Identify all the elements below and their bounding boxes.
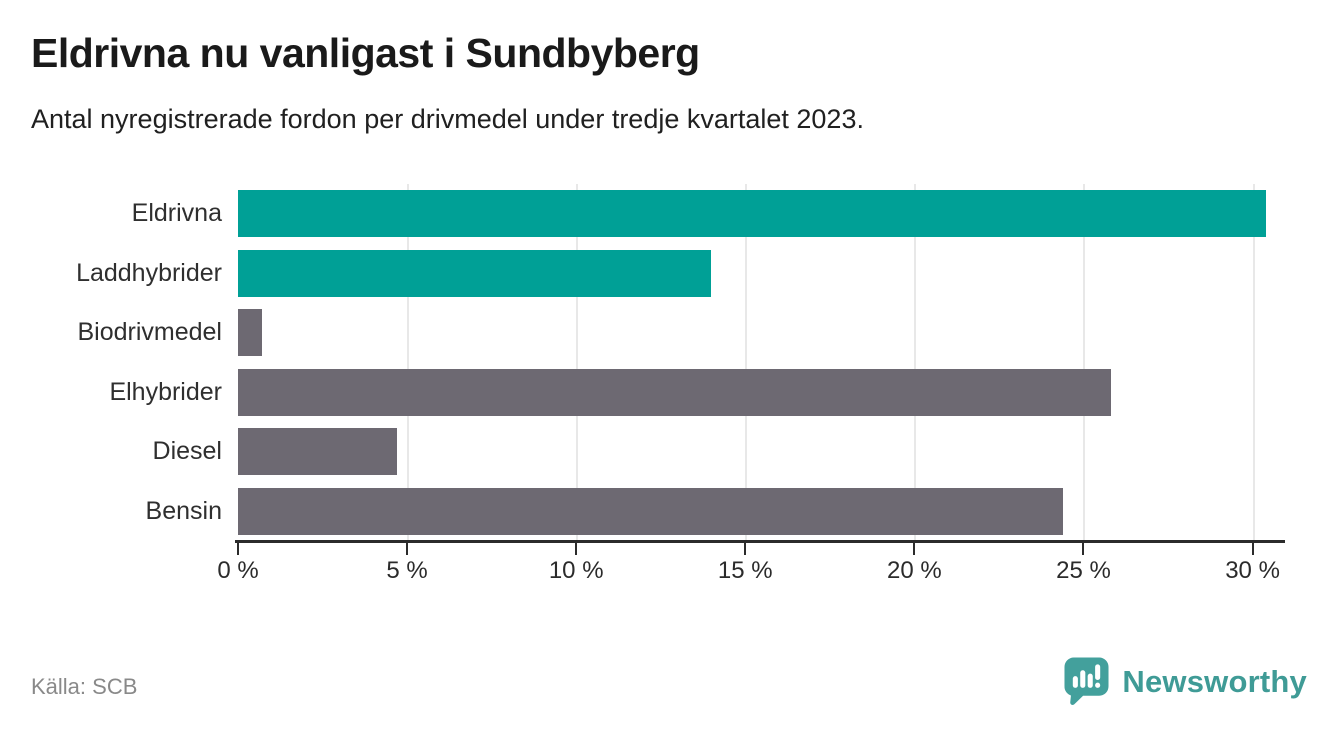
category-label: Laddhybrider: [76, 258, 222, 287]
axis-tick: [575, 543, 578, 555]
bar-chart-plot: [238, 184, 1283, 541]
newsworthy-wordmark: Newsworthy: [1122, 664, 1307, 699]
axis-tick: [1251, 543, 1254, 555]
category-labels: Eldrivna Laddhybrider Biodrivmedel Elhybrid…: [0, 184, 222, 541]
gridline: [1083, 184, 1086, 541]
gridline: [745, 184, 748, 541]
gridline: [576, 184, 579, 541]
axis-tick: [1082, 543, 1085, 555]
bar-biodrivmedel: [238, 309, 262, 357]
gridline: [914, 184, 917, 541]
logo-exclaim-line-icon: [1095, 664, 1101, 681]
logo-bar-tall-icon: [1080, 670, 1086, 688]
axis-tick-label: 0 %: [217, 557, 259, 584]
logo-bar-mid-icon: [1088, 673, 1094, 688]
axis-tick-label: 5 %: [386, 557, 428, 584]
category-label: Eldrivna: [131, 199, 222, 228]
axis-tick: [744, 543, 747, 555]
gridline: [1252, 184, 1255, 541]
axis-tick: [913, 543, 916, 555]
bar-diesel: [238, 428, 397, 476]
axis-tick-label: 10 %: [548, 557, 604, 584]
gridline: [407, 184, 410, 541]
axis-tick-label: 25 %: [1056, 557, 1111, 584]
x-axis: 0 % 5 % 10 % 15 % 20 % 25 % 30 %: [217, 540, 1285, 600]
logo-bar-small-icon: [1073, 676, 1079, 688]
category-label: Biodrivmedel: [77, 318, 222, 347]
newsworthy-logo-icon: [1064, 657, 1109, 705]
axis-tick: [237, 543, 239, 555]
newsworthy-logo: Newsworthy: [1064, 656, 1307, 708]
category-label: Elhybrider: [109, 377, 222, 406]
bar-eldrivna: [238, 190, 1267, 238]
axis-tick-label: 15 %: [717, 557, 773, 584]
axis-tick-label: 20 %: [887, 557, 942, 584]
category-label: Diesel: [152, 437, 222, 466]
axis-tick-label: 30 %: [1225, 557, 1280, 584]
category-label: Bensin: [145, 496, 222, 525]
bar-bensin: [238, 487, 1064, 535]
x-axis-line: [235, 540, 1285, 543]
source-note: Källa: SCB: [31, 674, 138, 699]
bar-elhybrider: [238, 368, 1111, 416]
logo-exclaim-dot-icon: [1095, 682, 1101, 688]
chart-title: Eldrivna nu vanligast i Sundbyberg: [31, 30, 700, 76]
bar-laddhybrider: [238, 249, 712, 297]
axis-tick: [406, 543, 409, 555]
chart-subtitle: Antal nyregistrerade fordon per drivmede…: [31, 104, 864, 134]
